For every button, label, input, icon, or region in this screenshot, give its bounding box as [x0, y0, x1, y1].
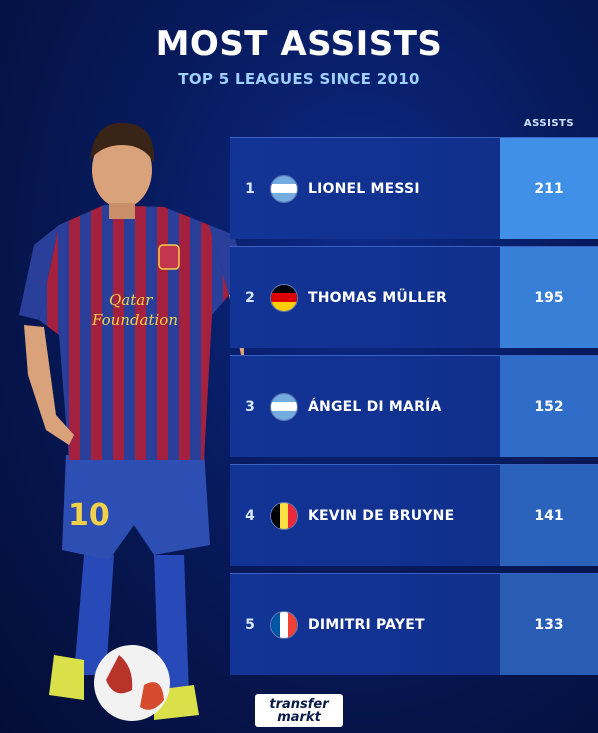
belgium-flag-icon [270, 501, 298, 530]
page-subtitle: TOP 5 LEAGUES SINCE 2010 [178, 70, 420, 88]
player-name: DIMITRI PAYET [308, 616, 425, 633]
player-name: THOMAS MÜLLER [308, 289, 447, 306]
transfermarkt-logo: transfer markt [255, 694, 343, 727]
assists-value: 152 [500, 356, 598, 457]
player-name: LIONEL MESSI [308, 180, 420, 197]
table-row: 5 DIMITRI PAYET 133 [230, 573, 598, 675]
page-title: MOST ASSISTS [155, 24, 443, 64]
table-row: 4 KEVIN DE BRUYNE 141 [230, 464, 598, 566]
rank-number: 1 [245, 180, 255, 197]
player-name: ÁNGEL DI MARÍA [308, 398, 442, 415]
svg-text:Qatar: Qatar [109, 291, 153, 309]
germany-flag-icon [270, 283, 298, 312]
svg-text:10: 10 [68, 498, 110, 533]
argentina-flag-icon [270, 174, 298, 203]
table-row: 2 THOMAS MÜLLER 195 [230, 246, 598, 348]
argentina-flag-icon [270, 392, 298, 421]
assists-value: 195 [500, 247, 598, 348]
rank-number: 3 [245, 398, 255, 415]
assists-value: 211 [500, 138, 598, 239]
rank-number: 5 [245, 616, 255, 633]
svg-text:Foundation: Foundation [91, 311, 178, 329]
table-row: 3 ÁNGEL DI MARÍA 152 [230, 355, 598, 457]
table-row: 1 LIONEL MESSI 211 [230, 137, 598, 239]
rank-number: 4 [245, 507, 255, 524]
france-flag-icon [270, 610, 298, 639]
assists-value: 133 [500, 574, 598, 675]
player-illustration: 10 Qatar Foundation [19, 122, 244, 721]
assists-column-header: ASSISTS [523, 118, 575, 129]
player-name: KEVIN DE BRUYNE [308, 507, 455, 524]
assists-value: 141 [500, 465, 598, 566]
assists-table: 1 LIONEL MESSI 211 2 THOMAS MÜLLER 195 3… [230, 137, 598, 675]
rank-number: 2 [245, 289, 255, 306]
